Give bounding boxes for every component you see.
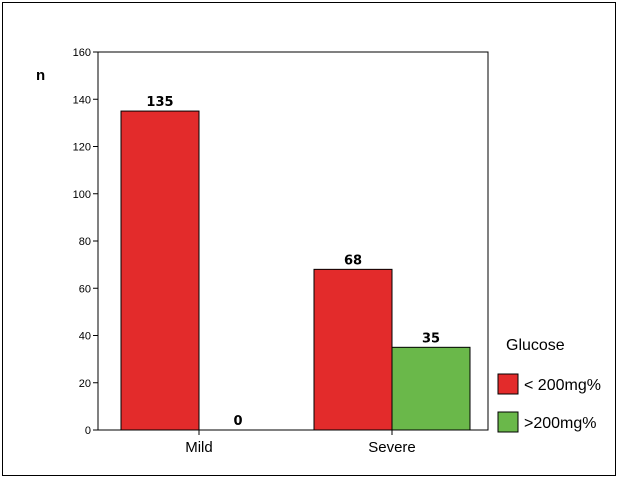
bars [120,110,471,431]
y-tick-label: 0 [85,425,91,437]
y-tick-label: 80 [79,236,91,248]
x-axis: Mild Severe [185,430,416,456]
legend-entry: >200mg% [524,415,597,432]
legend: Glucose < 200mg% >200mg% [497,337,601,433]
y-tick-label: 100 [73,189,91,201]
y-axis: 0 20 40 60 80 100 120 140 160 [73,47,98,437]
data-label: 135 [146,95,173,110]
bar [313,268,393,431]
y-tick-label: 60 [79,283,91,295]
y-tick-label: 120 [73,142,91,154]
x-tick-label: Severe [368,439,416,456]
legend-swatch [497,411,519,433]
chart-frame [2,2,616,476]
y-tick-label: 140 [73,94,91,106]
legend-entry: < 200mg% [524,377,601,394]
y-tick-label: 40 [79,331,91,343]
legend-title: Glucose [506,337,565,354]
y-axis-label: n [36,67,45,84]
legend-swatch [497,373,519,395]
data-labels: 135 0 68 35 [146,95,440,429]
bar [391,346,471,431]
y-tick-label: 160 [73,47,91,59]
data-label: 35 [422,331,440,346]
bar [120,110,200,431]
data-label: 0 [233,414,242,429]
x-tick-label: Mild [185,439,213,456]
y-tick-label: 20 [79,378,91,390]
data-label: 68 [344,253,362,268]
